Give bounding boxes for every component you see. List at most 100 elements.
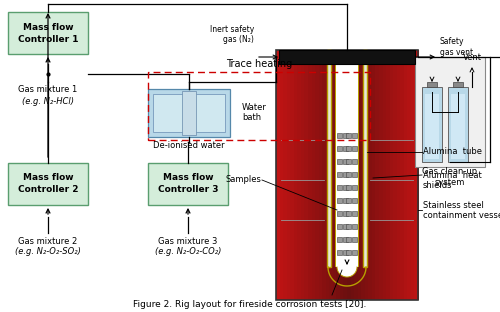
Text: containment vessel: containment vessel — [423, 212, 500, 221]
Text: Mass flow: Mass flow — [22, 22, 74, 32]
Text: Inert safety
gas (N₂): Inert safety gas (N₂) — [210, 25, 254, 44]
Bar — [408, 50, 412, 300]
Text: Gas mixture 1: Gas mixture 1 — [18, 85, 78, 95]
Text: Mass flow: Mass flow — [162, 173, 214, 183]
Bar — [425, 94, 439, 159]
Bar — [280, 50, 283, 300]
Bar — [352, 237, 357, 242]
Bar — [308, 50, 312, 300]
Bar — [148, 89, 230, 137]
Bar — [337, 185, 342, 190]
Text: Controller 3: Controller 3 — [158, 186, 218, 194]
Bar — [352, 185, 357, 190]
Bar — [337, 211, 342, 216]
Bar — [290, 50, 294, 300]
Bar — [411, 50, 415, 300]
Bar — [337, 237, 342, 242]
Bar — [365, 50, 369, 300]
Bar — [352, 159, 357, 164]
Bar — [379, 50, 383, 300]
Bar — [404, 50, 408, 300]
Bar — [343, 237, 348, 242]
Bar — [427, 82, 437, 87]
Text: Gas mixture 3: Gas mixture 3 — [158, 236, 218, 246]
Bar — [343, 250, 348, 255]
Bar — [329, 50, 334, 300]
Bar — [182, 91, 196, 135]
Bar — [148, 163, 228, 205]
Text: (e.g. N₂-O₂-CO₂): (e.g. N₂-O₂-CO₂) — [155, 247, 221, 256]
Text: Water: Water — [242, 104, 267, 113]
Bar — [322, 50, 326, 300]
Bar — [337, 250, 342, 255]
Bar — [363, 50, 367, 267]
Text: Vent: Vent — [462, 53, 481, 62]
Bar — [354, 50, 358, 300]
Bar — [386, 50, 390, 300]
Bar — [346, 211, 351, 216]
Bar — [8, 163, 88, 205]
Bar — [335, 50, 336, 267]
Bar — [352, 198, 357, 203]
Bar — [451, 94, 465, 159]
Bar — [346, 198, 351, 203]
Bar — [390, 50, 394, 300]
Bar — [352, 250, 357, 255]
Bar — [361, 50, 365, 300]
Bar — [343, 146, 348, 151]
Bar — [312, 50, 316, 300]
Bar — [400, 50, 404, 300]
Bar — [337, 133, 342, 138]
Bar — [422, 87, 442, 162]
Text: Gas clean-up
system: Gas clean-up system — [422, 167, 478, 187]
Bar — [8, 12, 88, 54]
Text: Alumina  heat: Alumina heat — [423, 170, 482, 179]
Bar — [333, 50, 337, 300]
Bar — [344, 50, 347, 300]
Polygon shape — [337, 267, 357, 277]
Bar — [337, 146, 342, 151]
Text: Controller 1: Controller 1 — [18, 35, 78, 43]
Bar — [352, 224, 357, 229]
Bar — [352, 146, 357, 151]
Bar — [358, 50, 359, 267]
Bar — [346, 185, 351, 190]
Bar — [343, 159, 348, 164]
Text: Safety
gas vent: Safety gas vent — [440, 37, 473, 57]
Bar — [343, 211, 348, 216]
Bar — [393, 50, 397, 300]
Bar — [352, 211, 357, 216]
Bar — [448, 87, 468, 162]
Bar — [276, 50, 418, 300]
Text: Stainless steel: Stainless steel — [423, 201, 484, 209]
Text: shields: shields — [423, 182, 452, 191]
Bar — [346, 133, 351, 138]
Bar — [340, 50, 344, 300]
Text: bath: bath — [242, 114, 261, 123]
Bar — [301, 50, 305, 300]
Bar — [382, 50, 386, 300]
Bar — [286, 50, 290, 300]
Bar — [304, 50, 308, 300]
Bar — [396, 50, 401, 300]
Bar — [358, 50, 362, 300]
Bar — [346, 250, 351, 255]
Bar — [347, 50, 351, 300]
Bar — [279, 50, 415, 64]
Bar — [283, 50, 287, 300]
Bar — [346, 237, 351, 242]
Text: De-ionised water: De-ionised water — [153, 142, 225, 150]
Bar — [294, 50, 298, 300]
Text: Samples: Samples — [225, 175, 261, 184]
Bar — [148, 72, 370, 140]
Bar — [346, 146, 351, 151]
Bar — [346, 172, 351, 177]
Bar — [276, 50, 280, 300]
Bar — [336, 50, 358, 267]
Bar — [346, 224, 351, 229]
Text: Controller 2: Controller 2 — [18, 186, 78, 194]
Bar — [315, 50, 319, 300]
Bar — [346, 159, 351, 164]
Bar — [337, 159, 342, 164]
Text: Trace heating: Trace heating — [226, 59, 292, 69]
